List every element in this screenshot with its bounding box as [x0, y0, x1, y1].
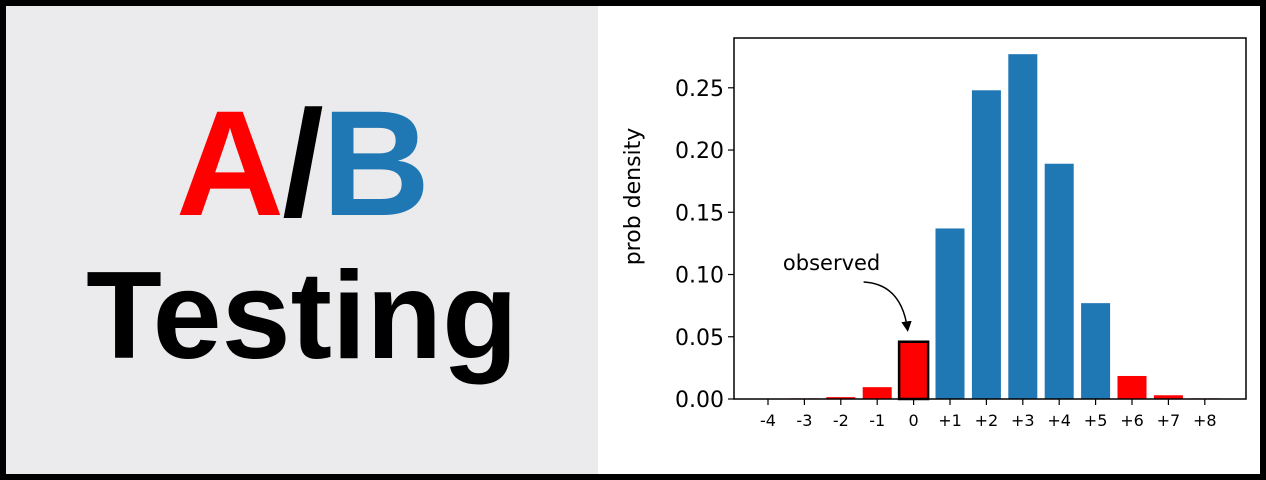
- title-slash: /: [282, 79, 324, 247]
- chart-panel: 0.00 0.05 0.10 0.15 0.20 0.25 -4 -3 -2 -1 0 +1 +2 +3…: [598, 6, 1260, 474]
- title-letter-a: A: [175, 79, 284, 247]
- bar-0: [897, 340, 930, 401]
- y-tick-label: 0.00: [675, 388, 724, 413]
- testing-subtitle: Testing: [86, 247, 518, 385]
- y-tick-label: 0.15: [675, 201, 724, 226]
- bar-chart: 0.00 0.05 0.10 0.15 0.20 0.25 -4 -3 -2 -1 0 +1 +2 +3…: [621, 37, 1247, 430]
- bar-+7: [1153, 395, 1183, 399]
- y-tick-label: 0.20: [675, 139, 724, 164]
- annotation-label: observed: [783, 251, 880, 275]
- x-tick-label: +1: [938, 411, 962, 430]
- bar-+3: [1008, 54, 1038, 399]
- plot-area-frame: [733, 37, 1247, 400]
- bar-+1: [935, 228, 965, 399]
- y-tick-label: 0.05: [675, 326, 724, 351]
- bar-+6: [1117, 375, 1147, 399]
- bar-+4: [1044, 163, 1074, 399]
- x-tick-label: +3: [1011, 411, 1035, 430]
- title-panel: A/B Testing: [6, 6, 598, 474]
- y-axis-ticks: 0.00 0.05 0.10 0.15 0.20 0.25: [675, 77, 734, 413]
- title-letter-b: B: [321, 79, 430, 247]
- bar-+2: [971, 90, 1001, 399]
- x-tick-label: +5: [1084, 411, 1108, 430]
- bar-+5: [1081, 303, 1111, 399]
- x-tick-label: +4: [1047, 411, 1071, 430]
- y-tick-label: 0.25: [675, 77, 724, 102]
- x-tick-label: 0: [909, 411, 919, 430]
- bars-layer: [753, 54, 1220, 401]
- x-tick-label: -2: [833, 411, 849, 430]
- bar--1: [862, 387, 892, 399]
- x-tick-label: -1: [869, 411, 885, 430]
- bar--2: [826, 397, 856, 399]
- observed-annotation: observed: [783, 251, 912, 332]
- annotation-arrow: [863, 281, 912, 332]
- x-tick-label: -3: [796, 411, 812, 430]
- x-tick-label: +7: [1157, 411, 1181, 430]
- x-tick-label: +2: [975, 411, 999, 430]
- x-axis-ticks: -4 -3 -2 -1 0 +1 +2 +3 +4 +5 +6 +7 +8: [760, 399, 1217, 430]
- x-tick-label: +8: [1193, 411, 1217, 430]
- x-tick-label: -4: [760, 411, 776, 430]
- y-tick-label: 0.10: [675, 264, 724, 289]
- y-axis-label: prob density: [621, 128, 646, 266]
- x-tick-label: +6: [1120, 411, 1144, 430]
- ab-title: A/B: [6, 88, 598, 238]
